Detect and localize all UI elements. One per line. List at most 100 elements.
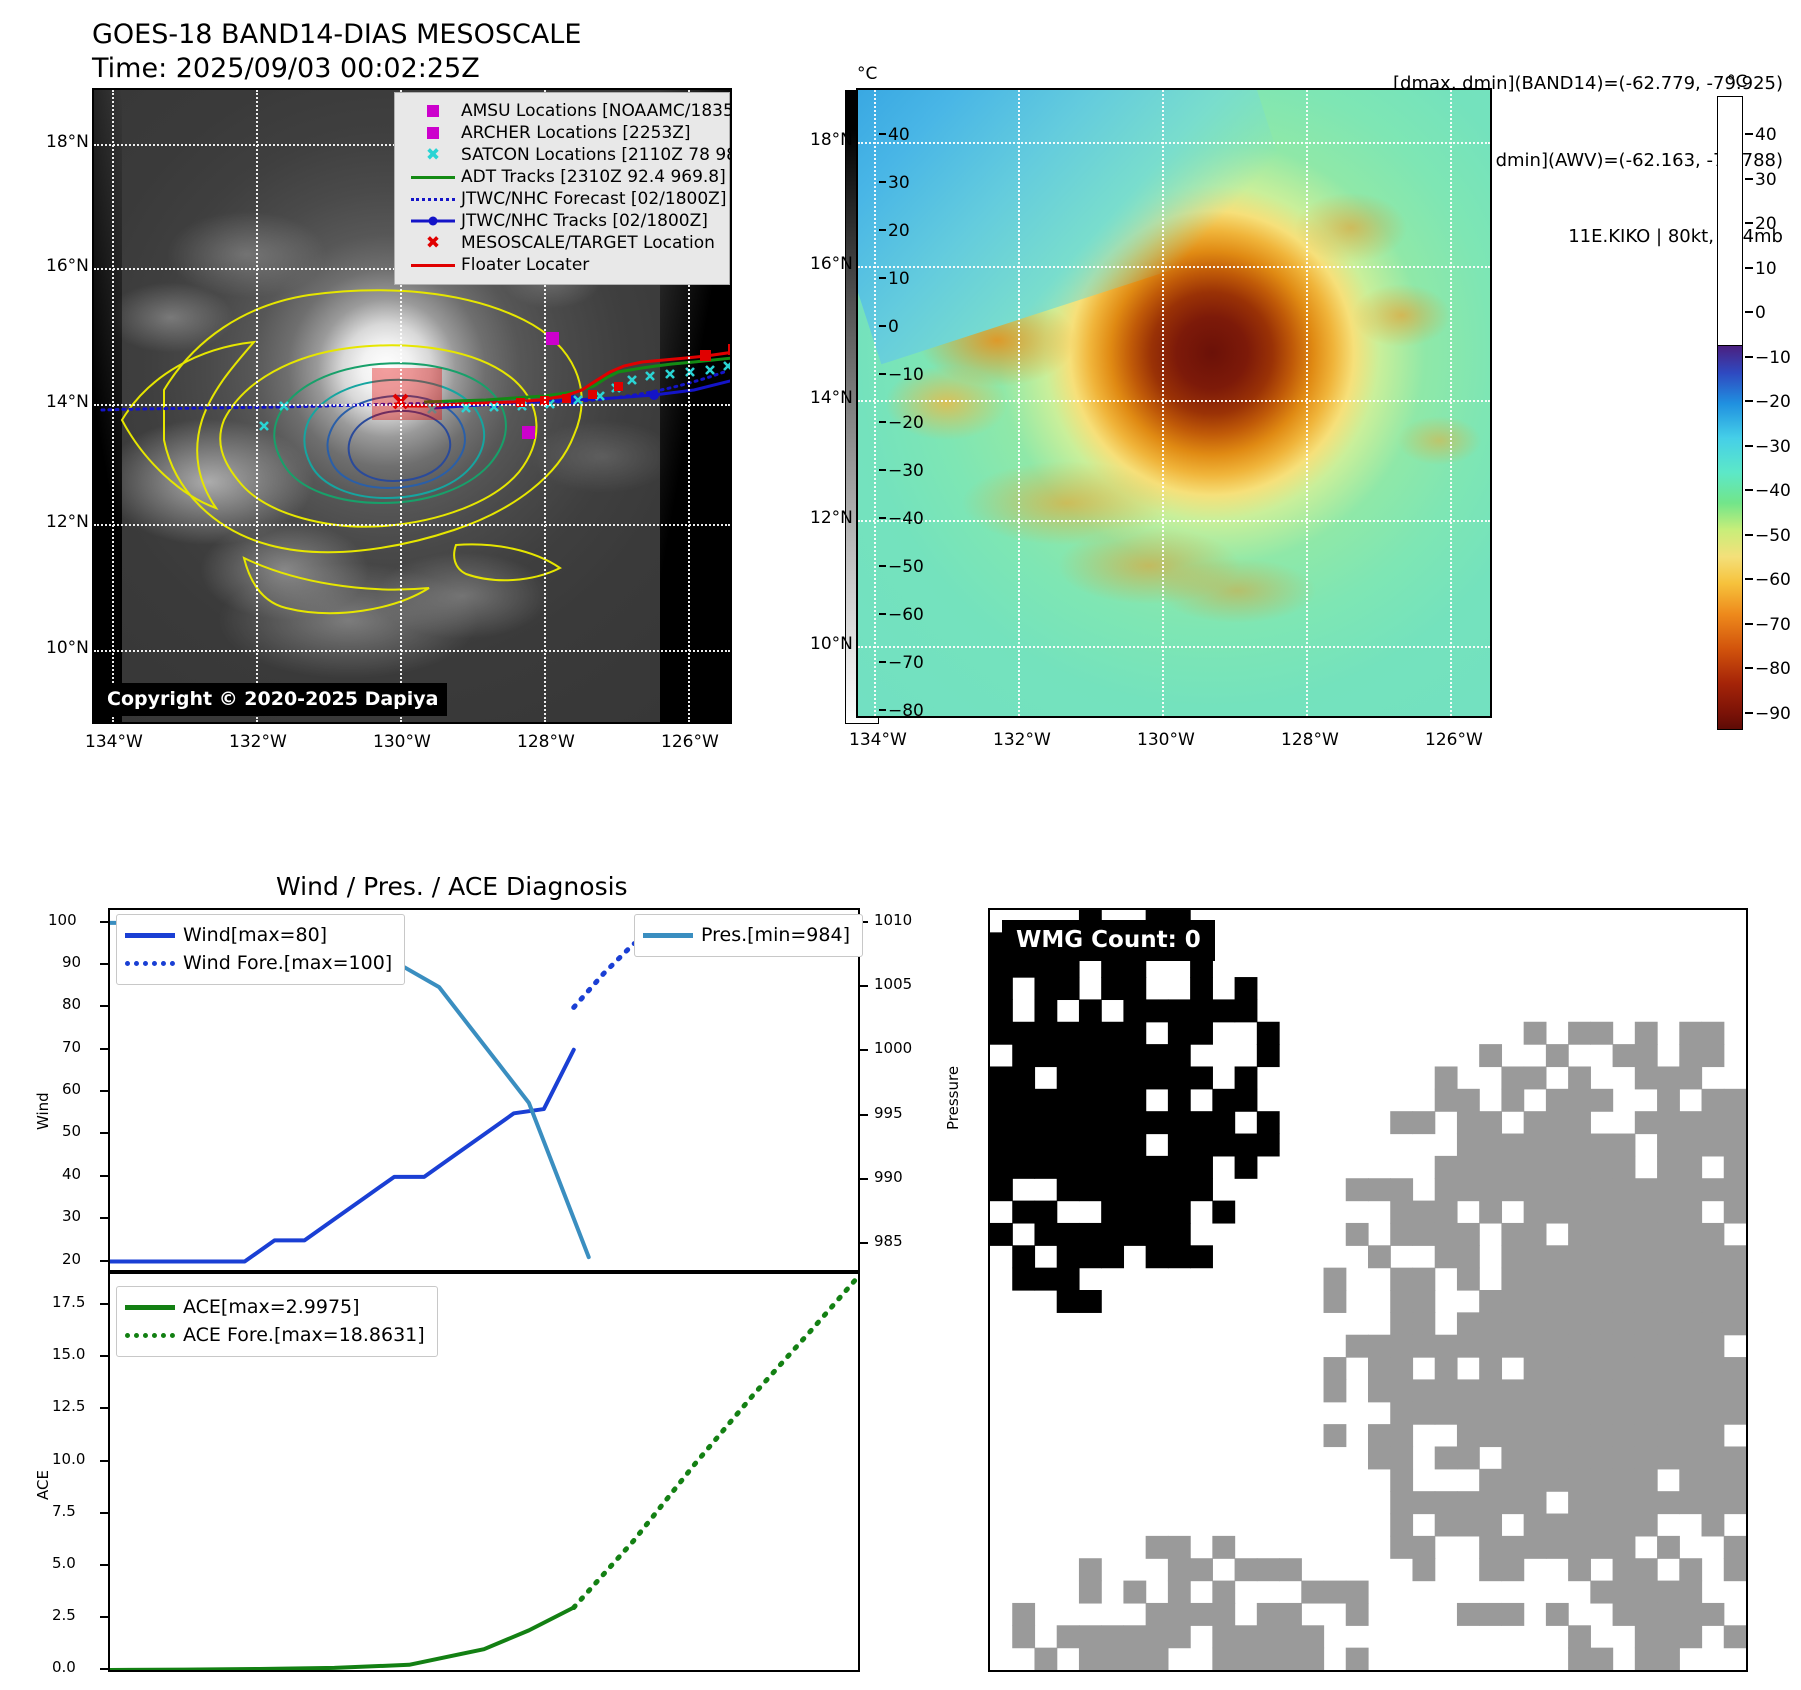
wmg-cell (1078, 1021, 1102, 1045)
wmg-cell (1568, 1446, 1591, 1470)
wmg-cell (1612, 1178, 1636, 1202)
ir-lat-label-14: 14°N (46, 392, 89, 412)
ir-colorbar-tick: 40 (888, 125, 910, 145)
wind-tick-label: 60 (62, 1080, 82, 1099)
awv-lat-label-12: 12°N (810, 508, 853, 528)
wmg-cell (1501, 1468, 1525, 1492)
wmg-cell (1101, 1021, 1125, 1045)
wmg-cell (1590, 1088, 1614, 1112)
awv-colorbar-tickmark (1745, 622, 1753, 625)
page-title: GOES-18 BAND14-DIAS MESOSCALE (92, 18, 581, 53)
legend-item-ace: ACE[max=2.9975] (125, 1293, 425, 1321)
wmg-cell (1056, 1222, 1080, 1246)
wmg-cell (1634, 1625, 1658, 1649)
wmg-cell (1101, 1625, 1125, 1649)
wmg-cell (1568, 1222, 1591, 1246)
ace-plot (110, 1274, 858, 1670)
wind-tick-label: 40 (62, 1164, 82, 1183)
wmg-cell (1034, 1222, 1058, 1246)
wmg-cell (1679, 1178, 1703, 1202)
wmg-cell (1034, 1021, 1058, 1045)
wmg-cell (1167, 1245, 1191, 1269)
wmg-cell (1434, 1155, 1458, 1179)
wmg-cell (1012, 1133, 1036, 1157)
wmg-cell (1634, 1647, 1658, 1670)
wind-tickmark (100, 1217, 108, 1220)
wmg-cell (1479, 1535, 1503, 1559)
wmg-cell (1101, 977, 1125, 1001)
ir-colorbar-tickmark (879, 661, 886, 663)
wmg-cell (1390, 1222, 1414, 1246)
wmg-cell (1034, 1088, 1058, 1112)
wmg-cell (1612, 1334, 1636, 1358)
wmg-cell (1212, 1580, 1236, 1604)
pressure-axis-title: Pressure (944, 1065, 962, 1130)
dotted-line-icon (125, 1332, 183, 1338)
wmg-cell (1256, 1133, 1280, 1157)
ir-colorbar-tickmark (879, 469, 886, 471)
wmg-cell (1234, 1155, 1258, 1179)
wmg-cell (1212, 1625, 1236, 1649)
wmg-cell (1412, 1312, 1436, 1336)
wmg-cell (1701, 1424, 1725, 1448)
ir-satellite-map[interactable]: AMSU Locations [NOAAMC/1835Z 62 990] ARC… (92, 88, 732, 724)
wmg-cell (1590, 1535, 1614, 1559)
wmg-cell (1612, 1558, 1636, 1582)
wmg-cell (1479, 1424, 1503, 1448)
wmg-cell (1012, 1625, 1036, 1649)
pressure-tick-label: 990 (874, 1168, 903, 1186)
wmg-cell (1634, 1200, 1658, 1224)
wmg-cell (1212, 1200, 1236, 1224)
legend-item-wind-forecast: Wind Fore.[max=100] (125, 949, 392, 977)
wmg-cell (1434, 1245, 1458, 1269)
legend-label: JTWC/NHC Forecast [02/1800Z] (461, 189, 727, 209)
wmg-cell (1568, 1647, 1591, 1670)
wmg-cell (1167, 1222, 1191, 1246)
wmg-cell (1412, 1200, 1436, 1224)
wmg-cell (1701, 1379, 1725, 1403)
wmg-grid (990, 910, 1746, 1670)
awv-lat-label-18: 18°N (810, 130, 853, 150)
wmg-cell (1523, 1290, 1547, 1313)
wmg-cell (1167, 1602, 1191, 1626)
wmg-cell (1279, 1647, 1302, 1670)
wmg-cell (1523, 1334, 1547, 1358)
wmg-cell (1412, 1379, 1436, 1403)
wmg-cell (1056, 1111, 1080, 1135)
wmg-cell (1479, 1513, 1503, 1537)
wmg-cell (1568, 1245, 1591, 1269)
wmg-cell (1012, 1155, 1036, 1179)
wmg-cell (1123, 1066, 1147, 1090)
awv-colorbar-tickmark (1745, 400, 1753, 402)
awv-satellite-map[interactable] (856, 88, 1492, 718)
awv-lat-label-16: 16°N (810, 254, 853, 274)
ir-colorbar-tick: −50 (888, 557, 924, 577)
wmg-panel[interactable]: WMG Count: 0 (988, 908, 1748, 1672)
wmg-cell (1345, 1580, 1369, 1604)
wmg-cell (1657, 1222, 1680, 1246)
wmg-cell (1545, 1267, 1569, 1291)
page-subtitle: Time: 2025/09/03 00:02:25Z (92, 52, 480, 87)
wmg-cell (1657, 1357, 1680, 1381)
wmg-cell (1501, 1267, 1525, 1291)
ace-tick-label: 17.5 (52, 1293, 86, 1312)
wmg-cell (1634, 1334, 1658, 1358)
wmg-cell (1679, 1625, 1703, 1649)
wmg-cell (1545, 1133, 1569, 1157)
wmg-cell (1434, 1446, 1458, 1470)
wmg-cell (1590, 1021, 1614, 1045)
wmg-cell (1101, 1222, 1125, 1246)
wmg-cell (1323, 1580, 1347, 1604)
awv-colorbar-tickmark (1745, 133, 1753, 135)
wmg-cell (1723, 1111, 1746, 1135)
wmg-cell (1123, 1222, 1147, 1246)
wmg-cell (1590, 1133, 1614, 1157)
wmg-cell (1212, 1111, 1236, 1135)
wmg-cell (1323, 1267, 1347, 1291)
ir-colorbar-tick: 20 (888, 221, 910, 241)
wmg-cell (1634, 1357, 1658, 1381)
wmg-cell (1434, 1513, 1458, 1537)
wmg-cell (1523, 1468, 1547, 1492)
wmg-cell (1212, 1088, 1236, 1112)
wmg-cell (1701, 1222, 1725, 1246)
